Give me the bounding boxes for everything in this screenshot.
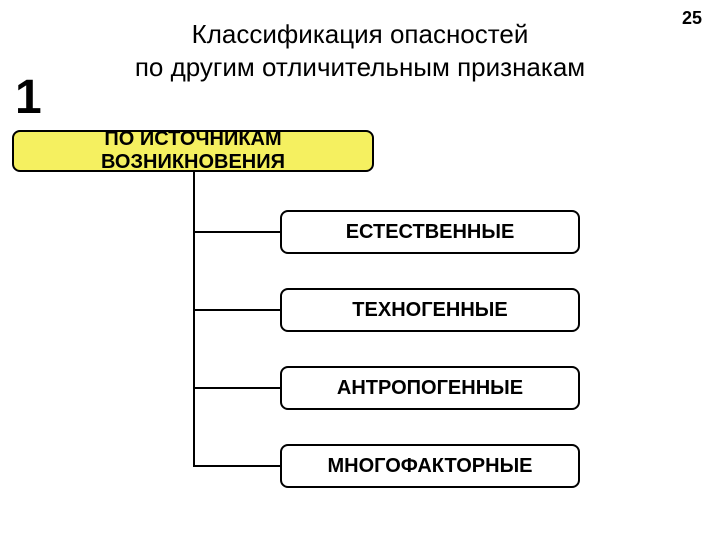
child-node: АНТРОПОГЕННЫЕ [280, 366, 580, 410]
root-node: ПО ИСТОЧНИКАМ ВОЗНИКНОВЕНИЯ [12, 130, 374, 172]
child-node: ТЕХНОГЕННЫЕ [280, 288, 580, 332]
connector-branch [193, 387, 280, 389]
child-node: МНОГОФАКТОРНЫЕ [280, 444, 580, 488]
connector-branch [193, 309, 280, 311]
connector-branch [193, 465, 280, 467]
connector-trunk [193, 172, 195, 466]
title-line-2: по другим отличительным признакам [100, 51, 620, 84]
page-number: 25 [682, 8, 702, 29]
section-number: 1 [15, 70, 42, 125]
title-line-1: Классификация опасностей [100, 18, 620, 51]
page-title: Классификация опасностей по другим отлич… [100, 18, 620, 83]
connector-branch [193, 231, 280, 233]
child-node: ЕСТЕСТВЕННЫЕ [280, 210, 580, 254]
